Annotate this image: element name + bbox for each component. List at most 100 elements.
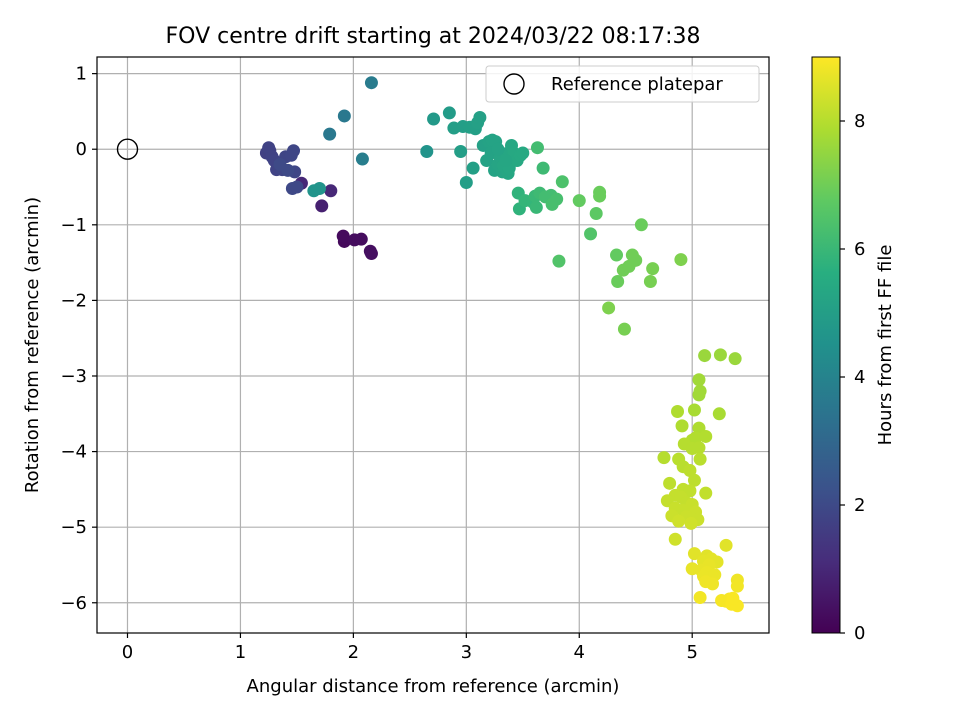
- scatter-point: [693, 384, 707, 398]
- scatter-point: [536, 161, 550, 175]
- y-axis-label: Rotation from reference (arcmin): [22, 197, 43, 493]
- scatter-point: [589, 206, 603, 220]
- scatter-point: [273, 157, 287, 171]
- x-tick-label: 4: [574, 642, 585, 663]
- scatter-point: [337, 109, 351, 123]
- scatter-point: [355, 152, 369, 166]
- x-tick-label: 3: [461, 642, 472, 663]
- scatter-point: [671, 405, 685, 419]
- scatter-point: [473, 110, 487, 124]
- scatter-point: [572, 194, 586, 208]
- x-axis-label: Angular distance from reference (arcmin): [247, 676, 620, 697]
- chart-title: FOV centre drift starting at 2024/03/22 …: [166, 24, 701, 49]
- scatter-point: [555, 175, 569, 189]
- scatter-point: [324, 184, 338, 198]
- scatter-point: [336, 229, 350, 243]
- scatter-point: [466, 161, 480, 175]
- scatter-point: [530, 141, 544, 155]
- reference-platepar-marker: [116, 138, 139, 160]
- scatter-point: [687, 547, 701, 561]
- scatter-point: [693, 590, 707, 604]
- colorbar-label: Hours from first FF file: [875, 245, 896, 446]
- colorbar: [811, 56, 841, 634]
- scatter-point: [672, 514, 686, 528]
- scatter-point: [427, 112, 441, 126]
- scatter-point: [674, 253, 688, 267]
- scatter-point: [287, 144, 301, 158]
- scatter-point: [675, 419, 689, 433]
- scatter-point: [684, 516, 698, 530]
- scatter-point: [657, 451, 671, 465]
- y-tick-label: −2: [60, 290, 87, 311]
- legend-box: [485, 65, 760, 103]
- scatter-point: [610, 248, 624, 262]
- colorbar-tick-label: 2: [854, 495, 865, 516]
- colorbar-ticks: 0 2 4 6 8: [840, 111, 865, 644]
- y-tick-label: −3: [60, 366, 87, 387]
- scatter-point: [699, 486, 713, 500]
- scatter-point: [315, 199, 329, 213]
- legend: Reference platepar: [485, 65, 760, 103]
- scatter-points: [259, 76, 744, 613]
- x-tick-label: 5: [686, 642, 697, 663]
- scatter-point: [602, 301, 616, 315]
- grid-lines: [97, 57, 769, 633]
- plot-frame: [96, 56, 770, 634]
- scatter-point: [617, 322, 631, 336]
- scatter-point: [698, 349, 712, 363]
- scatter-point: [312, 182, 326, 196]
- scatter-point: [643, 275, 657, 289]
- scatter-point: [584, 227, 598, 241]
- scatter-point: [354, 232, 368, 246]
- scatter-point: [728, 352, 742, 366]
- y-tick-label: −1: [60, 215, 87, 236]
- scatter-point: [668, 532, 682, 546]
- scatter-point: [364, 76, 378, 90]
- scatter-point: [499, 154, 513, 168]
- y-tick-label: 0: [76, 139, 87, 160]
- scatter-point: [454, 144, 468, 158]
- scatter-point: [693, 452, 707, 466]
- scatter-point: [323, 127, 337, 141]
- scatter-point: [290, 180, 304, 194]
- scatter-point: [683, 463, 697, 477]
- legend-label: Reference platepar: [551, 74, 723, 95]
- y-axis-ticks: 1 0 −1 −2 −3 −4 −5 −6: [60, 64, 97, 614]
- scatter-point: [726, 591, 740, 605]
- scatter-point: [529, 200, 543, 214]
- x-tick-label: 2: [348, 642, 359, 663]
- colorbar-tick-label: 8: [854, 111, 865, 132]
- scatter-point: [687, 403, 701, 417]
- scatter-point: [730, 579, 744, 593]
- colorbar-tick-label: 6: [854, 239, 865, 260]
- scatter-point: [712, 407, 726, 421]
- scatter-point: [692, 441, 706, 455]
- scatter-point: [491, 142, 505, 156]
- y-tick-label: −6: [60, 593, 87, 614]
- scatter-point: [459, 175, 473, 189]
- x-axis-ticks: 0 1 2 3 4 5: [122, 633, 698, 663]
- scatter-point: [552, 254, 566, 268]
- y-tick-label: −4: [60, 442, 87, 463]
- colorbar-tick-label: 0: [854, 623, 865, 644]
- scatter-point: [420, 144, 434, 158]
- scatter-point: [629, 253, 643, 267]
- scatter-point: [687, 473, 701, 487]
- scatter-point: [516, 146, 530, 160]
- scatter-point: [646, 262, 660, 276]
- x-tick-label: 1: [235, 642, 246, 663]
- scatter-point: [719, 538, 733, 552]
- scatter-point: [611, 275, 625, 289]
- y-tick-label: 1: [76, 64, 87, 85]
- scatter-point: [442, 106, 456, 120]
- scatter-point: [634, 218, 648, 232]
- scatter-point: [663, 476, 677, 490]
- scatter-point: [593, 189, 607, 203]
- scatter-point: [550, 192, 564, 206]
- scatter-point: [689, 431, 703, 445]
- scatter-point: [699, 429, 713, 443]
- legend-marker-icon: [503, 73, 525, 95]
- scatter-point: [706, 577, 720, 591]
- scatter-point: [364, 247, 378, 261]
- y-tick-label: −5: [60, 517, 87, 538]
